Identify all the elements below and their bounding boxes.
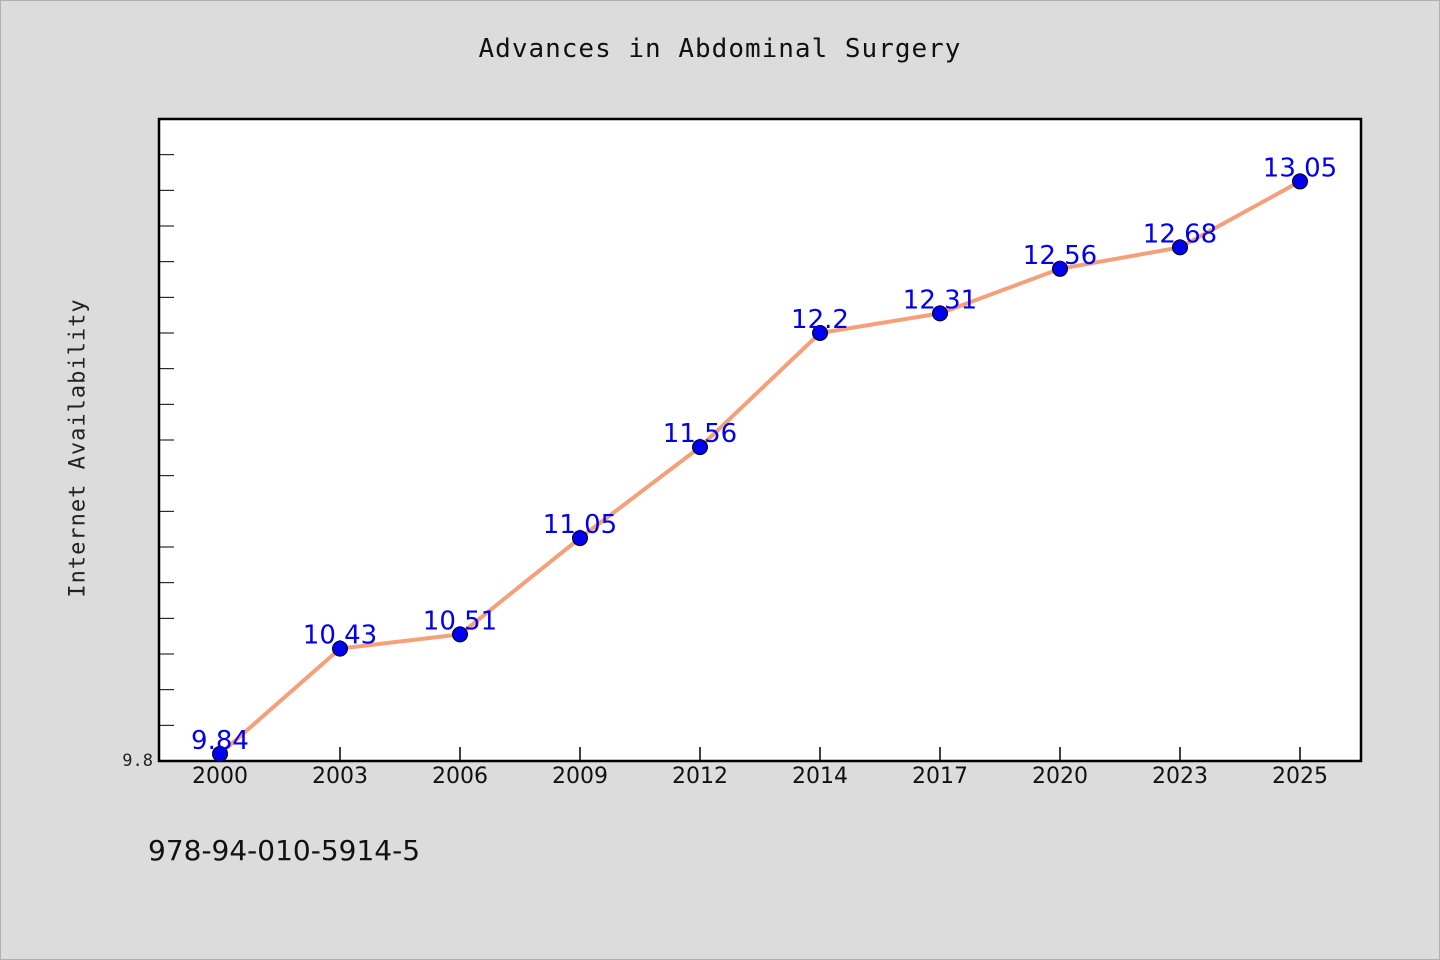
x-tick-label: 2009: [552, 764, 608, 789]
data-point: [1292, 173, 1308, 190]
data-label: 12.68: [1143, 219, 1217, 249]
series-line: [218, 179, 1301, 756]
data-label: 9.84: [191, 726, 249, 756]
data-label: 12.56: [1023, 241, 1097, 271]
x-tick-label: 2012: [672, 764, 728, 789]
data-point: [452, 626, 468, 643]
data-point: [212, 745, 228, 762]
data-label: 10.51: [423, 606, 497, 636]
x-tick-label: 2017: [912, 764, 968, 789]
y-tick-label: 9.8: [122, 751, 153, 771]
data-point: [332, 640, 348, 657]
data-label: 12.31: [903, 285, 977, 315]
x-tick-label: 2023: [1152, 764, 1208, 789]
x-tick-label: 2020: [1032, 764, 1088, 789]
chart-title: Advances in Abdominal Surgery: [478, 34, 962, 64]
data-label: 10.43: [303, 621, 377, 651]
data-point: [692, 439, 708, 456]
plot-area: [157, 117, 1363, 763]
data-label: 13.05: [1263, 153, 1337, 183]
x-tick-label: 2025: [1272, 764, 1328, 789]
x-tick-label: 2014: [792, 764, 848, 789]
y-axis-ticks: 9.8: [122, 154, 174, 771]
data-point: [932, 305, 948, 322]
x-axis: 2000 2003 2006 2009 2012 2014 2017 2020 2023 2025: [192, 747, 1328, 789]
data-point: [1052, 260, 1068, 277]
data-label: 12.2: [791, 305, 849, 335]
data-label: 11.05: [543, 510, 617, 540]
data-label: 11.56: [663, 419, 737, 449]
x-tick-label: 2006: [432, 764, 488, 789]
x-tick-label: 2000: [192, 764, 248, 789]
data-point: [1172, 239, 1188, 256]
x-tick-label: 2003: [312, 764, 368, 789]
data-point: [572, 530, 588, 547]
isbn-text: 978-94-010-5914-5: [148, 834, 421, 867]
series-group: 9.84 10.43 10.51 11.05 11.56 12.2 12.31 12.56 12…: [191, 153, 1337, 762]
data-point: [812, 325, 828, 341]
